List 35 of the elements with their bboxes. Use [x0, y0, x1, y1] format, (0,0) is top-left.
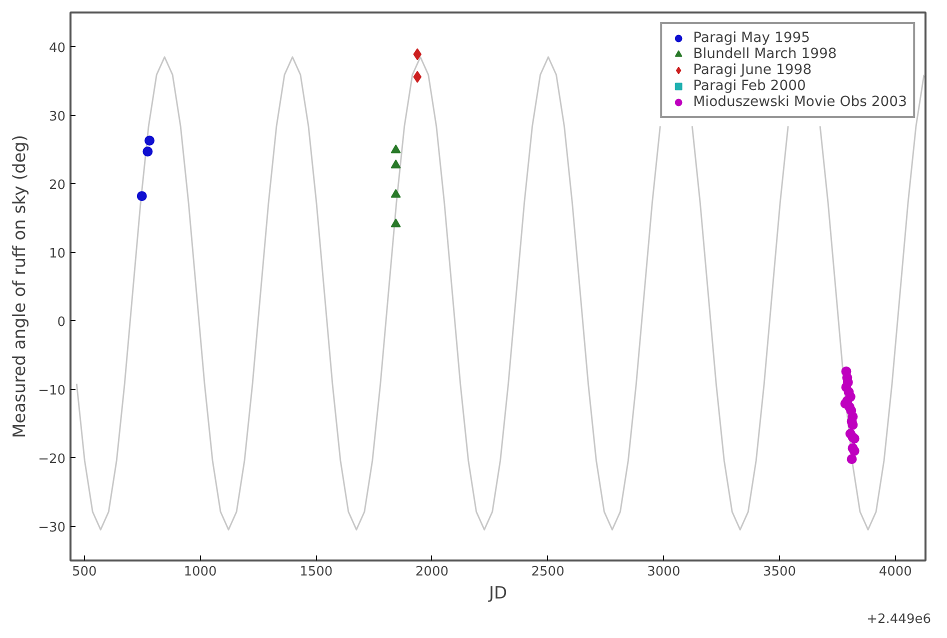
x-tick-label: 2500 — [531, 564, 564, 580]
legend-label: Paragi Feb 2000 — [693, 78, 806, 94]
y-axis-title: Measured angle of ruff on sky (deg) — [10, 134, 30, 438]
point — [136, 191, 147, 202]
x-tick-label: 3000 — [647, 564, 680, 580]
point — [413, 70, 422, 83]
point — [390, 160, 401, 168]
y-tick-label: 0 — [57, 314, 66, 330]
legend-label: Mioduszewski Movie Obs 2003 — [693, 94, 907, 110]
legend-label: Paragi June 1998 — [693, 62, 812, 78]
y-tick-label: 40 — [48, 40, 66, 56]
legend-label: Blundell March 1998 — [693, 46, 837, 62]
point — [144, 136, 155, 146]
x-tick-label: 4000 — [878, 564, 912, 580]
x-axis-title: JD — [488, 584, 508, 604]
x-tick-label: 1000 — [184, 564, 217, 580]
point — [390, 144, 401, 154]
point — [846, 454, 857, 464]
y-tick-label: 10 — [48, 246, 66, 262]
y-tick-label: −10 — [38, 383, 66, 398]
y-tick-label: 20 — [48, 178, 66, 193]
legend-label: Paragi May 1995 — [693, 30, 810, 46]
point — [390, 218, 401, 228]
text: +2.449e6 — [866, 611, 931, 629]
x-tick-label: 1500 — [300, 564, 333, 580]
point — [849, 446, 860, 456]
y-tick-label: −20 — [38, 452, 66, 467]
x-tick-label: 500 — [72, 564, 97, 580]
y-tick-label: −30 — [38, 520, 66, 536]
point — [390, 189, 401, 198]
point — [413, 48, 422, 60]
x-tick-label: 3500 — [762, 564, 796, 580]
x-tick-label: 2000 — [415, 564, 449, 580]
y-tick-label: 30 — [48, 109, 66, 124]
point — [142, 146, 153, 157]
